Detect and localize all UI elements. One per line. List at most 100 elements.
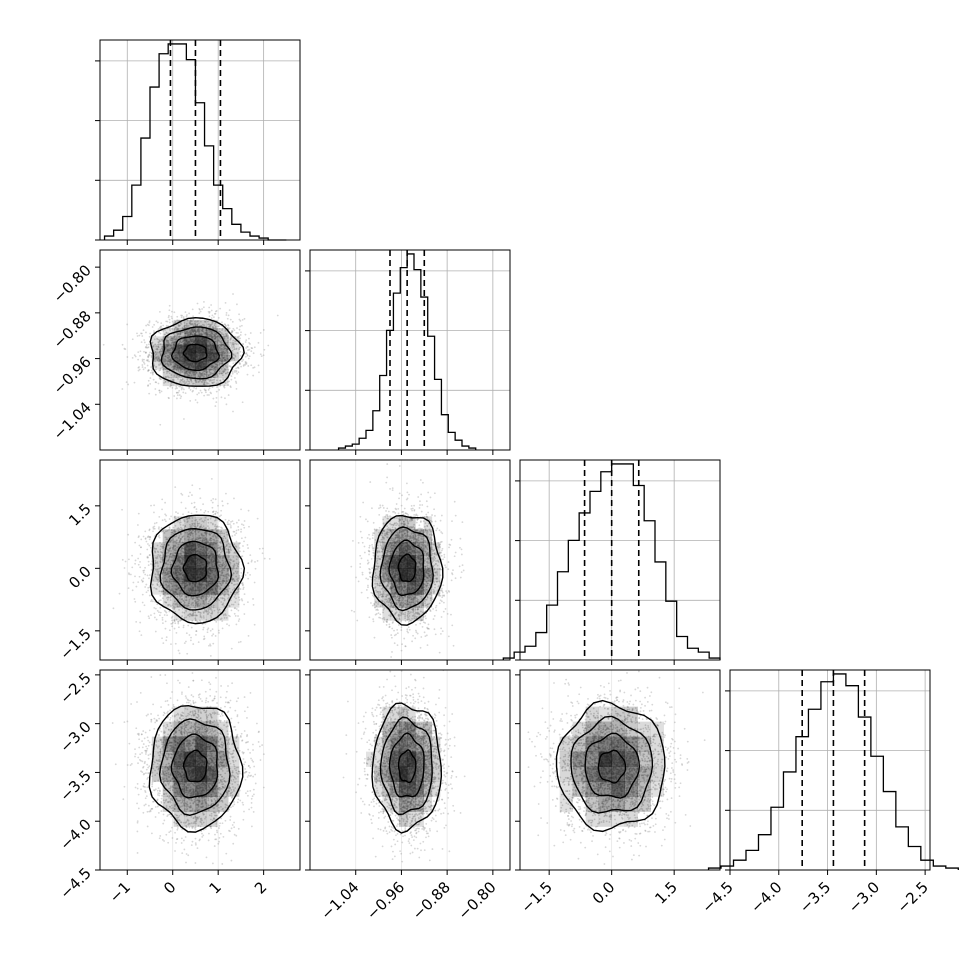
sample-point xyxy=(221,350,223,352)
sample-point xyxy=(189,372,192,374)
sample-point xyxy=(167,339,170,342)
sample-point xyxy=(218,348,221,350)
density-cell xyxy=(162,336,174,345)
sample-point xyxy=(158,338,160,341)
sample-point xyxy=(173,365,176,368)
sample-point xyxy=(192,330,195,333)
sample-point xyxy=(250,364,253,367)
sample-point xyxy=(180,316,183,319)
sample-point xyxy=(171,339,174,342)
sample-point xyxy=(154,573,157,576)
sample-point xyxy=(185,381,188,383)
sample-point xyxy=(203,324,206,327)
sample-point xyxy=(206,594,209,597)
sample-point xyxy=(181,536,184,539)
sample-point xyxy=(238,328,241,331)
sample-point xyxy=(223,345,226,347)
sample-point xyxy=(227,358,230,361)
sample-point xyxy=(124,560,127,563)
sample-point xyxy=(191,328,194,331)
sample-point xyxy=(197,320,200,323)
sample-point xyxy=(163,360,166,363)
sample-point xyxy=(191,323,194,326)
sample-point xyxy=(179,333,182,336)
sample-point xyxy=(232,362,235,365)
sample-point xyxy=(209,373,212,376)
sample-point xyxy=(213,312,216,315)
sample-point xyxy=(194,399,197,401)
sample-point xyxy=(237,332,239,334)
sample-point xyxy=(259,332,262,334)
sample-point xyxy=(207,374,210,377)
sample-point xyxy=(243,540,245,543)
sample-point xyxy=(190,374,193,377)
sample-point xyxy=(188,380,191,383)
sample-point xyxy=(240,331,242,334)
sample-point xyxy=(155,348,158,351)
sample-point xyxy=(205,329,208,332)
sample-point xyxy=(201,374,203,377)
sample-point xyxy=(198,518,201,521)
sample-point xyxy=(244,333,247,336)
panel-frame xyxy=(99,39,301,241)
sample-point xyxy=(147,385,149,387)
sample-point xyxy=(247,577,250,580)
sample-point xyxy=(179,332,182,335)
sample-point xyxy=(159,350,161,353)
sample-point xyxy=(166,614,169,617)
contour-level xyxy=(170,335,220,372)
sample-point xyxy=(163,518,166,521)
sample-point xyxy=(181,314,184,317)
sample-point xyxy=(155,320,158,323)
sample-point xyxy=(233,612,236,615)
sample-point xyxy=(209,334,211,337)
sample-point xyxy=(181,341,183,344)
sample-point xyxy=(192,371,195,374)
sample-point xyxy=(222,370,225,373)
sample-point xyxy=(238,318,241,321)
sample-point xyxy=(202,520,205,523)
sample-point xyxy=(188,374,191,377)
sample-point xyxy=(204,391,207,394)
sample-point xyxy=(206,378,209,381)
sample-point xyxy=(211,381,213,384)
sample-point xyxy=(177,367,180,370)
sample-point xyxy=(222,562,224,565)
sample-point xyxy=(168,327,171,330)
sample-point xyxy=(222,357,225,360)
sample-point xyxy=(229,355,232,357)
sample-point xyxy=(226,354,229,357)
sample-point xyxy=(193,320,196,323)
sample-point xyxy=(153,323,156,326)
sample-point xyxy=(144,351,147,354)
sample-point xyxy=(198,330,201,333)
sample-point xyxy=(179,332,182,335)
sample-point xyxy=(155,353,158,355)
sample-point xyxy=(167,340,170,343)
sample-point xyxy=(218,335,221,338)
sample-point xyxy=(220,353,223,356)
sample-point xyxy=(204,373,207,376)
sample-point xyxy=(193,323,196,325)
sample-point xyxy=(218,336,220,339)
sample-point xyxy=(147,615,150,618)
sample-point xyxy=(241,360,244,363)
sample-point xyxy=(182,363,185,365)
sample-point xyxy=(165,331,168,334)
sample-point xyxy=(201,327,204,330)
sample-point xyxy=(154,351,157,353)
sample-point xyxy=(189,333,192,335)
sample-point xyxy=(241,401,244,404)
sample-point xyxy=(192,330,195,333)
sample-point xyxy=(191,523,194,526)
sample-point xyxy=(202,330,205,333)
sample-point xyxy=(276,314,279,317)
sample-point xyxy=(191,308,194,311)
sample-point xyxy=(231,535,234,537)
sample-point xyxy=(173,627,176,630)
sample-point xyxy=(201,540,203,542)
sample-point xyxy=(201,329,203,332)
sample-point xyxy=(212,513,215,516)
sample-point xyxy=(179,324,182,327)
sample-point xyxy=(167,358,170,361)
